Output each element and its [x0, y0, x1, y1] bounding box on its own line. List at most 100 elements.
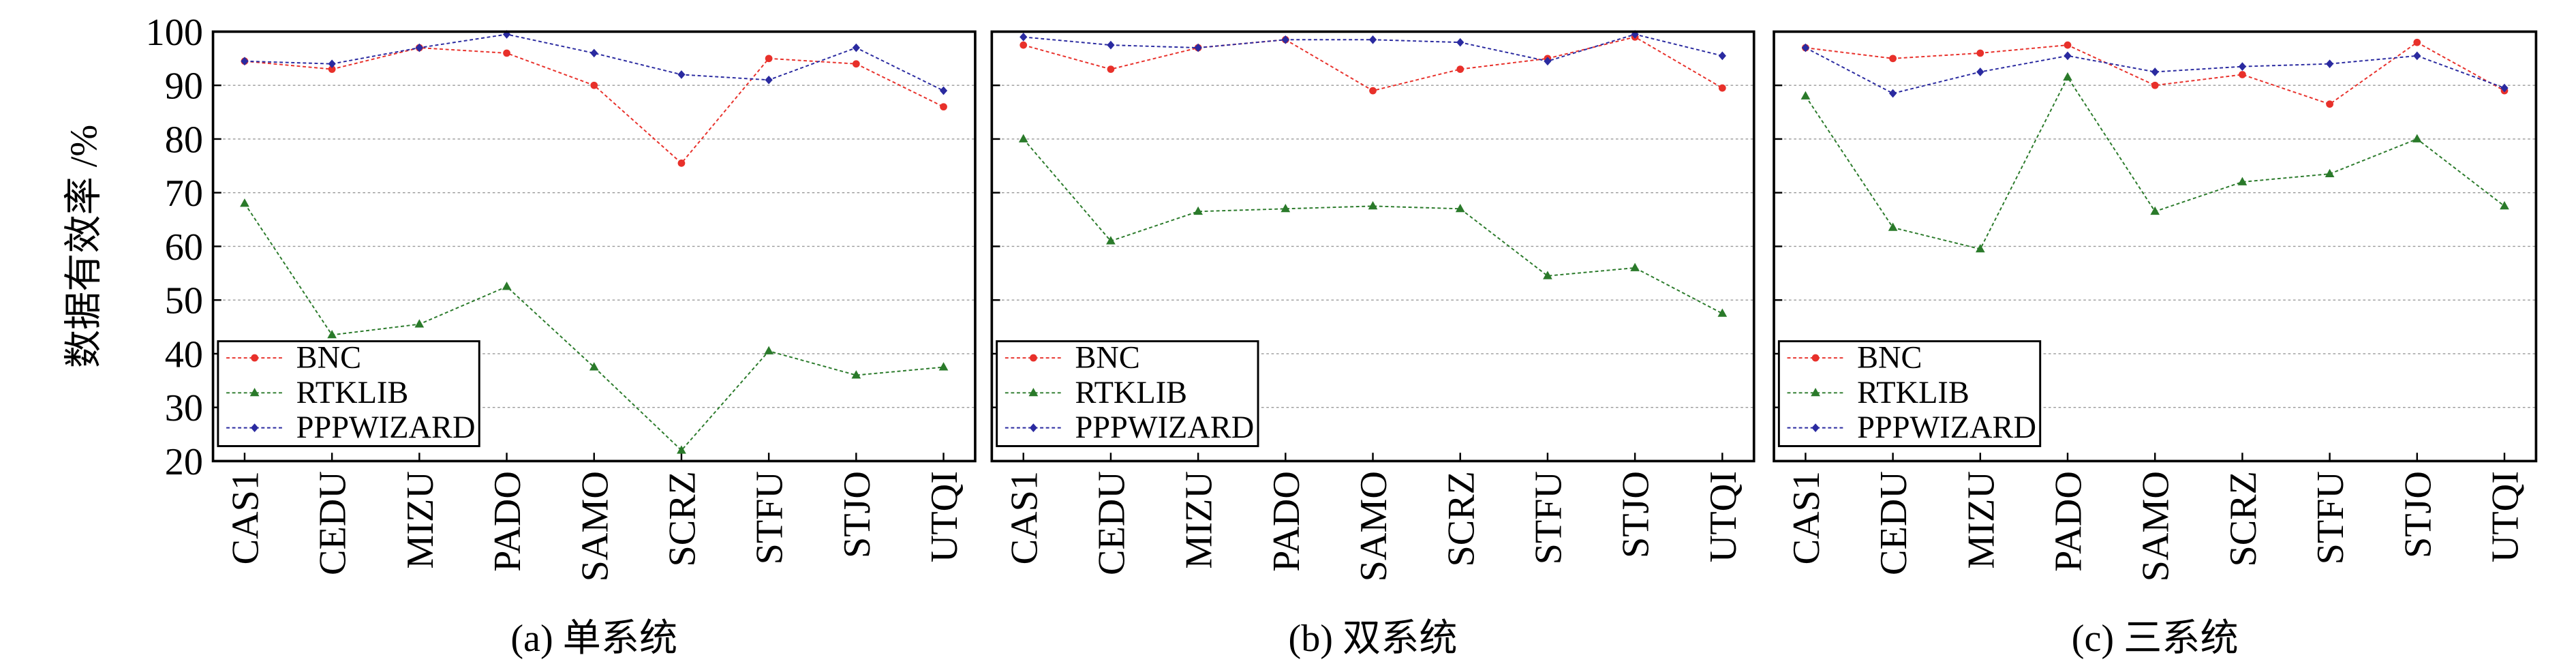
series-line — [1805, 47, 2505, 95]
legend-label: RTKLIB — [1075, 376, 1187, 410]
marker — [852, 43, 860, 52]
marker — [414, 319, 425, 328]
marker — [240, 198, 249, 207]
marker — [1811, 387, 1820, 397]
marker — [1976, 49, 1984, 57]
marker — [2063, 72, 2072, 81]
x-tick-label: SCRZ — [1440, 471, 1482, 566]
series-line — [244, 33, 944, 91]
marker — [1889, 89, 1897, 98]
y-tick-label: 40 — [165, 333, 203, 376]
x-tick-label: CEDU — [1090, 471, 1133, 575]
marker — [2150, 206, 2160, 215]
marker — [1368, 35, 1377, 44]
plot-frame — [1773, 30, 2538, 463]
marker — [327, 330, 337, 339]
legend-label: BNC — [1075, 341, 1139, 376]
marker — [1801, 43, 1810, 52]
marker — [1030, 354, 1037, 362]
marker — [764, 346, 773, 354]
marker — [249, 387, 260, 397]
marker — [1019, 32, 1028, 42]
y-tick-label: 100 — [146, 12, 203, 54]
series-line — [244, 202, 944, 452]
marker — [677, 445, 686, 454]
x-tick-label: UTQI — [923, 471, 966, 562]
y-tick-label: 50 — [165, 280, 203, 322]
marker — [1800, 91, 1811, 100]
marker — [1456, 37, 1465, 47]
marker — [2237, 177, 2248, 185]
x-tick-label: CAS1 — [1785, 471, 1828, 564]
y-tick-label: 70 — [165, 172, 203, 215]
marker — [1976, 67, 1984, 76]
x-tick-label: STJO — [2397, 471, 2439, 558]
legend-label: PPPWIZARD — [1857, 410, 2036, 445]
marker — [1889, 55, 1897, 63]
marker — [250, 423, 259, 432]
marker — [1975, 244, 1985, 253]
marker — [2151, 67, 2159, 76]
x-tick-label: UTQI — [1702, 471, 1745, 562]
legend-box — [217, 340, 480, 447]
marker — [677, 70, 686, 79]
marker — [251, 354, 258, 362]
marker — [2325, 168, 2335, 178]
marker — [1456, 65, 1465, 73]
y-tick-label: 90 — [165, 65, 203, 108]
marker — [851, 370, 861, 379]
x-tick-label: SCRZ — [2222, 471, 2265, 566]
marker — [677, 160, 686, 167]
marker — [2238, 62, 2247, 71]
x-tick-label: PADO — [1266, 471, 1308, 572]
marker — [852, 60, 860, 68]
x-tick-label: MIZU — [1960, 471, 2002, 569]
legend-label: BNC — [296, 341, 361, 376]
marker — [939, 86, 948, 95]
x-tick-label: PADO — [487, 471, 529, 572]
marker — [1543, 271, 1552, 279]
marker — [1368, 201, 1378, 210]
marker — [1193, 206, 1203, 215]
marker — [415, 43, 423, 52]
y-tick-label: 30 — [165, 387, 203, 429]
marker — [1888, 222, 1898, 231]
marker — [1106, 236, 1116, 245]
subplot-caption: (b) 双系统 — [1289, 618, 1458, 660]
legend-box — [1777, 340, 2042, 447]
subplot-caption: (c) 三系统 — [2072, 618, 2239, 660]
subplot-caption: (a) 单系统 — [510, 618, 677, 660]
marker — [1369, 87, 1377, 95]
x-tick-label: PADO — [2048, 471, 2090, 572]
marker — [1717, 308, 1728, 317]
marker — [2151, 81, 2159, 89]
x-tick-label: CAS1 — [1003, 471, 1045, 564]
marker — [2500, 201, 2509, 210]
marker — [1544, 57, 1552, 66]
marker — [328, 65, 336, 73]
marker — [503, 49, 510, 57]
x-tick-label: STFU — [1527, 471, 1569, 564]
marker — [765, 75, 773, 85]
series-line — [1023, 138, 1723, 314]
x-tick-label: STJO — [836, 471, 878, 558]
marker — [1281, 35, 1289, 44]
marker — [940, 103, 947, 111]
legend-label: BNC — [1857, 341, 1922, 376]
plot-frame — [211, 30, 977, 463]
legend-label: RTKLIB — [1857, 376, 1969, 410]
marker — [1107, 40, 1115, 50]
legend-label: PPPWIZARD — [1075, 410, 1254, 445]
marker — [590, 48, 598, 58]
legend-box — [996, 340, 1259, 447]
marker — [1107, 65, 1115, 73]
x-tick-label: SAMO — [2135, 471, 2177, 581]
series-line — [244, 47, 944, 164]
marker — [2413, 38, 2421, 46]
legend-label: PPPWIZARD — [296, 410, 476, 445]
marker — [590, 81, 598, 89]
marker — [938, 362, 949, 371]
marker — [2239, 71, 2246, 78]
marker — [1455, 203, 1465, 213]
